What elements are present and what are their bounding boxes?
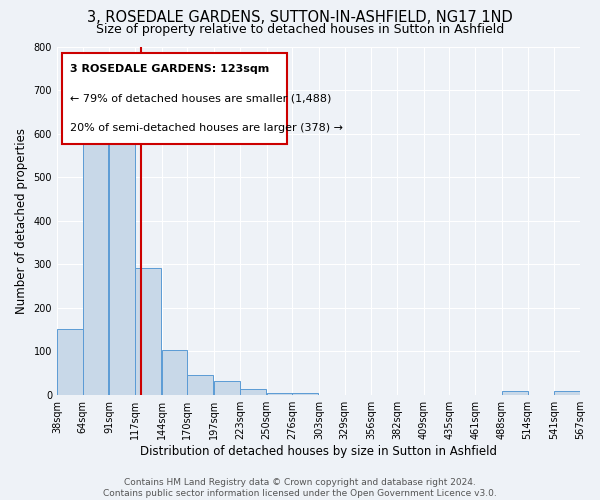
Bar — [187, 374, 213, 394]
Bar — [135, 268, 161, 394]
FancyBboxPatch shape — [62, 54, 287, 144]
Text: 3 ROSEDALE GARDENS: 123sqm: 3 ROSEDALE GARDENS: 123sqm — [70, 64, 269, 74]
Bar — [109, 122, 135, 394]
X-axis label: Distribution of detached houses by size in Sutton in Ashfield: Distribution of detached houses by size … — [140, 444, 497, 458]
Text: Size of property relative to detached houses in Sutton in Ashfield: Size of property relative to detached ho… — [96, 22, 504, 36]
Bar — [57, 330, 83, 394]
Text: 3, ROSEDALE GARDENS, SUTTON-IN-ASHFIELD, NG17 1ND: 3, ROSEDALE GARDENS, SUTTON-IN-ASHFIELD,… — [87, 10, 513, 25]
Text: Contains HM Land Registry data © Crown copyright and database right 2024.
Contai: Contains HM Land Registry data © Crown c… — [103, 478, 497, 498]
Bar — [502, 391, 527, 394]
Bar — [292, 392, 318, 394]
Bar — [214, 381, 240, 394]
Text: 20% of semi-detached houses are larger (378) →: 20% of semi-detached houses are larger (… — [70, 123, 343, 133]
Text: ← 79% of detached houses are smaller (1,488): ← 79% of detached houses are smaller (1,… — [70, 94, 331, 104]
Bar — [83, 119, 109, 394]
Bar — [162, 350, 187, 395]
Bar — [240, 390, 266, 394]
Bar — [266, 392, 292, 394]
Bar — [554, 391, 580, 394]
Y-axis label: Number of detached properties: Number of detached properties — [15, 128, 28, 314]
